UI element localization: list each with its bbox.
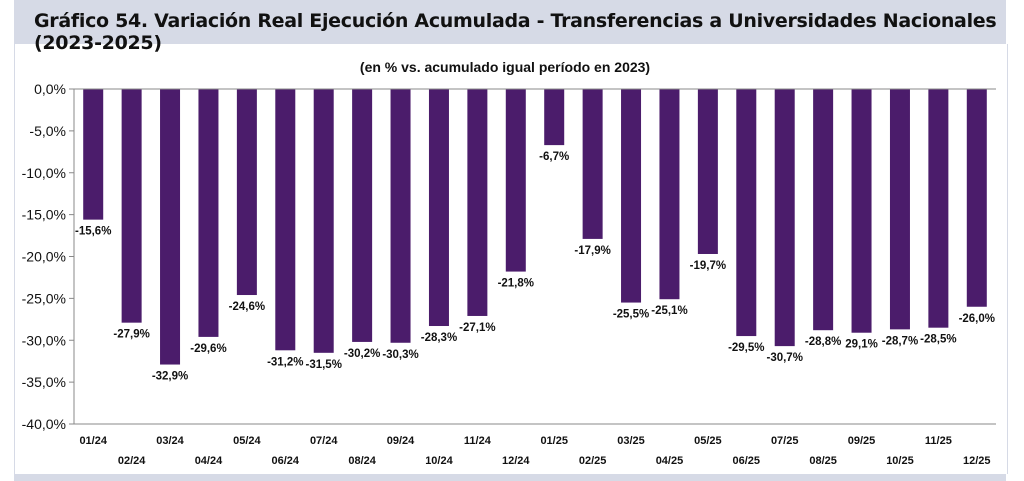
y-tick-label: 0,0%: [34, 81, 66, 97]
x-tick-label: 03/25: [617, 435, 645, 447]
x-tick-label: 02/24: [118, 455, 146, 467]
data-label: -27,1%: [459, 322, 495, 334]
x-axis: 01/24 02/24 03/24 04/24 05/24 06/24 07/24 08/24…: [74, 88, 996, 467]
bar: [544, 89, 565, 146]
data-label: -28,3%: [421, 332, 457, 344]
x-tick-label: 07/25: [771, 435, 799, 447]
bar: [736, 89, 757, 337]
bar: [697, 89, 718, 254]
x-tick-label: 12/24: [502, 455, 530, 467]
chart-title: Gráfico 54. Variación Real Ejecución Acu…: [34, 10, 997, 54]
x-tick-label: 05/24: [233, 435, 261, 447]
data-label: -30,3%: [382, 349, 418, 361]
data-label: -24,6%: [229, 301, 265, 313]
bar: [889, 89, 910, 330]
data-label: -28,5%: [920, 334, 956, 346]
x-tick-label: 01/25: [540, 435, 568, 447]
bar: [774, 89, 795, 347]
bar: [83, 89, 104, 220]
data-label: -6,7%: [539, 151, 569, 163]
bar: [352, 89, 373, 342]
x-tick-label: 11/25: [925, 435, 952, 447]
x-tick-label: 12/25: [963, 455, 991, 467]
bar: [621, 89, 642, 303]
data-label: -30,7%: [766, 352, 802, 364]
y-tick-label: -10,0%: [22, 165, 66, 181]
bar: [236, 89, 257, 296]
x-tick-label: 03/24: [156, 435, 184, 447]
x-tick-label: 06/25: [733, 455, 761, 467]
x-tick-label: 07/24: [310, 435, 338, 447]
y-tick-label: -5,0%: [29, 123, 66, 139]
data-label: -15,6%: [75, 226, 111, 238]
y-tick-label: -25,0%: [22, 290, 66, 306]
data-label: -32,9%: [152, 371, 188, 383]
data-label: -28,8%: [805, 336, 841, 348]
x-tick-label: 10/24: [425, 455, 453, 467]
title-band: [14, 0, 1006, 44]
x-tick-label: 04/25: [656, 455, 684, 467]
bottom-band: [14, 474, 1006, 481]
x-tick-label: 08/25: [809, 455, 837, 467]
x-tick-label: 08/24: [348, 455, 376, 467]
bar: [851, 89, 872, 333]
data-label: -28,7%: [882, 335, 918, 347]
data-label: -17,9%: [574, 245, 610, 257]
y-axis: 0,0% -5,0% -10,0% -15,0% -20,0% -25,0% -30,0% -…: [22, 81, 75, 432]
x-tick-label: 06/24: [272, 455, 300, 467]
data-label: -29,5%: [728, 342, 764, 354]
bar: [390, 89, 411, 343]
bar: [659, 89, 680, 300]
x-tick-label: 02/25: [579, 455, 607, 467]
data-label: -29,6%: [190, 343, 226, 355]
x-tick-label: 04/24: [195, 455, 223, 467]
y-tick-label: -20,0%: [22, 249, 66, 265]
data-labels: -15,6% -27,9% -32,9% -29,6% -24,6% -31,2% -31,…: [75, 151, 995, 382]
bar: [582, 89, 603, 239]
y-tick-label: -15,0%: [22, 207, 66, 223]
data-label: -27,9%: [113, 329, 149, 341]
data-label: -25,5%: [613, 309, 649, 321]
bar: [428, 89, 449, 327]
bar: [121, 89, 142, 323]
bar: [313, 89, 334, 353]
bar: [198, 89, 219, 337]
data-label: -26,0%: [959, 313, 995, 325]
x-tick-label: 10/25: [886, 455, 914, 467]
data-label: -21,8%: [498, 278, 534, 290]
data-label: -31,5%: [305, 359, 341, 371]
bar: [813, 89, 834, 331]
data-label: -19,7%: [690, 260, 726, 272]
bar: [275, 89, 296, 351]
bar: [928, 89, 949, 328]
x-tick-label: 05/25: [694, 435, 722, 447]
x-tick-label: 01/24: [79, 435, 107, 447]
y-tick-label: -35,0%: [22, 374, 66, 390]
data-label: -30,2%: [344, 348, 380, 360]
y-tick-label: -40,0%: [22, 416, 66, 432]
x-tick-label: 09/25: [848, 435, 876, 447]
bar: [966, 89, 987, 307]
x-tick-label: 11/24: [464, 435, 492, 447]
chart-frame: [14, 44, 1008, 474]
bar: [505, 89, 526, 272]
bar: [160, 89, 181, 365]
chart-subtitle: (en % vs. acumulado igual período en 202…: [360, 59, 650, 75]
data-label: -25,1%: [651, 305, 687, 317]
bars: [83, 89, 987, 365]
bar: [467, 89, 488, 316]
x-tick-label: 09/24: [387, 435, 415, 447]
data-label: -31,2%: [267, 356, 303, 368]
data-label: 29,1%: [845, 339, 878, 351]
y-tick-label: -30,0%: [22, 332, 66, 348]
